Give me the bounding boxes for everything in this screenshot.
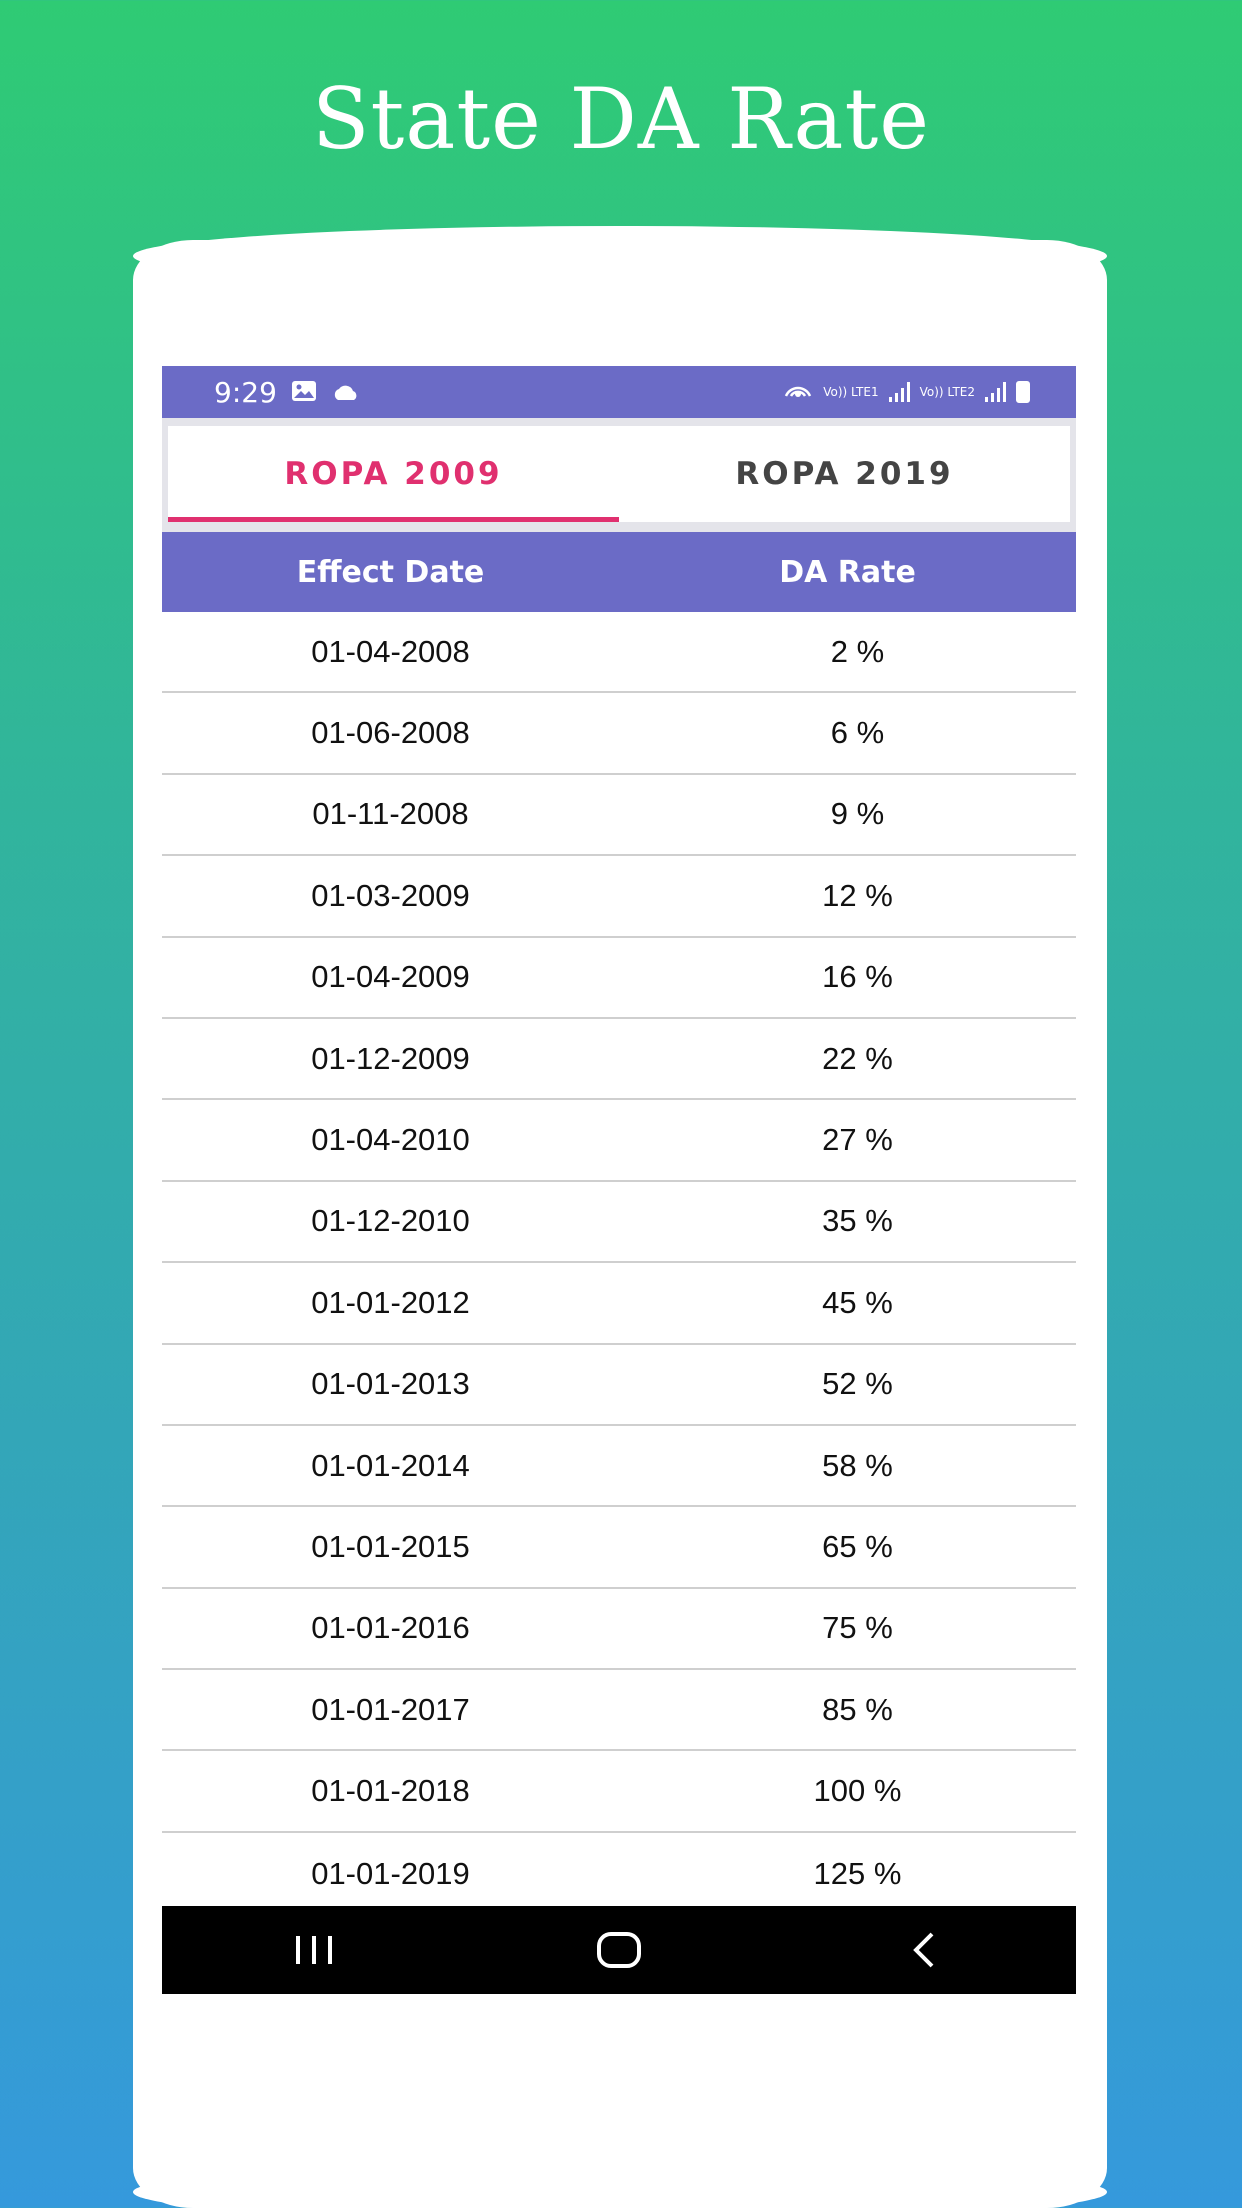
signal-icon <box>985 382 1006 402</box>
effect-date-cell: 01-12-2010 <box>311 1203 470 1239</box>
effect-date-cell: 01-01-2016 <box>311 1610 470 1646</box>
da-rate-cell: 65 % <box>822 1528 893 1564</box>
column-header-effect-date: Effect Date <box>296 554 485 590</box>
da-rate-cell: 22 % <box>822 1040 893 1076</box>
da-rate-table: 01-04-2008 2 % 01-06-2008 6 % 01-11-2008 9 … <box>162 612 1076 1914</box>
effect-date-cell: 01-01-2017 <box>311 1691 470 1727</box>
tab-bar: ROPA 2009 ROPA 2019 <box>168 426 1070 522</box>
da-rate-cell: 85 % <box>822 1691 893 1727</box>
da-rate-cell: 16 % <box>822 959 893 995</box>
effect-date-cell: 01-03-2009 <box>311 877 470 913</box>
table-row: 01-01-2019 125 % <box>162 1833 1076 1914</box>
table-row: 01-01-2016 75 % <box>162 1589 1076 1671</box>
image-icon <box>291 376 317 409</box>
home-icon[interactable] <box>579 1920 659 1980</box>
back-icon[interactable] <box>884 1920 964 1980</box>
da-rate-cell: 2 % <box>830 633 885 669</box>
da-rate-cell: 100 % <box>813 1773 902 1809</box>
table-row: 01-11-2008 9 % <box>162 775 1076 857</box>
table-row: 01-01-2018 100 % <box>162 1751 1076 1833</box>
effect-date-cell: 01-04-2010 <box>311 1122 470 1158</box>
da-rate-cell: 52 % <box>822 1366 893 1402</box>
sim1-label: Vo)) LTE1 <box>823 385 879 399</box>
da-rate-cell: 9 % <box>830 796 885 832</box>
table-row: 01-01-2015 65 % <box>162 1507 1076 1589</box>
table-row: 01-04-2008 2 % <box>162 612 1076 694</box>
table-row: 01-03-2009 12 % <box>162 856 1076 938</box>
effect-date-cell: 01-11-2008 <box>312 796 469 832</box>
column-header-da-rate: DA Rate <box>779 554 916 590</box>
da-rate-cell: 27 % <box>822 1122 893 1158</box>
tab-ropa-2019[interactable]: ROPA 2019 <box>735 456 954 492</box>
da-rate-cell: 12 % <box>822 877 893 913</box>
da-rate-cell: 125 % <box>813 1855 902 1891</box>
page-title: State DA Rate <box>312 70 930 168</box>
status-bar: 9:29 Vo)) LTE1 Vo)) LTE2 <box>162 366 1076 418</box>
phone-screen: 9:29 Vo)) LTE1 Vo)) LTE2 ROPA 2009 ROPA … <box>162 366 1076 1994</box>
effect-date-cell: 01-01-2018 <box>311 1773 470 1809</box>
recent-apps-icon[interactable] <box>274 1920 354 1980</box>
effect-date-cell: 01-04-2008 <box>311 633 470 669</box>
da-rate-cell: 35 % <box>822 1203 893 1239</box>
table-row: 01-12-2009 22 % <box>162 1019 1076 1101</box>
status-time: 9:29 <box>214 375 277 409</box>
table-row: 01-01-2013 52 % <box>162 1345 1076 1426</box>
table-row: 01-06-2008 6 % <box>162 693 1076 775</box>
effect-date-cell: 01-04-2009 <box>311 959 470 995</box>
da-rate-cell: 58 % <box>822 1447 893 1483</box>
da-rate-cell: 6 % <box>830 715 885 751</box>
table-row: 01-04-2009 16 % <box>162 938 1076 1019</box>
da-rate-cell: 45 % <box>822 1284 893 1320</box>
effect-date-cell: 01-12-2009 <box>311 1040 470 1076</box>
effect-date-cell: 01-01-2014 <box>311 1447 470 1483</box>
da-rate-cell: 75 % <box>822 1610 893 1646</box>
table-row: 01-04-2010 27 % <box>162 1100 1076 1182</box>
effect-date-cell: 01-06-2008 <box>311 715 470 751</box>
table-row: 01-01-2012 45 % <box>162 1263 1076 1345</box>
effect-date-cell: 01-01-2013 <box>311 1366 470 1402</box>
table-row: 01-12-2010 35 % <box>162 1182 1076 1264</box>
signal-icon <box>888 382 910 402</box>
table-header: Effect Date DA Rate <box>162 532 1076 612</box>
effect-date-cell: 01-01-2012 <box>311 1284 470 1320</box>
hotspot-icon <box>783 378 813 406</box>
tab-ropa-2009[interactable]: ROPA 2009 <box>168 426 619 522</box>
sim2-label: Vo)) LTE2 <box>919 385 975 399</box>
cloud-icon <box>331 376 361 409</box>
tab-bar-container: ROPA 2009 ROPA 2019 <box>162 418 1076 532</box>
effect-date-cell: 01-01-2019 <box>311 1855 470 1891</box>
effect-date-cell: 01-01-2015 <box>311 1528 470 1564</box>
battery-icon <box>1016 381 1030 403</box>
table-row: 01-01-2017 85 % <box>162 1670 1076 1752</box>
system-navigation-bar <box>162 1906 1076 1994</box>
table-row: 01-01-2014 58 % <box>162 1426 1076 1508</box>
